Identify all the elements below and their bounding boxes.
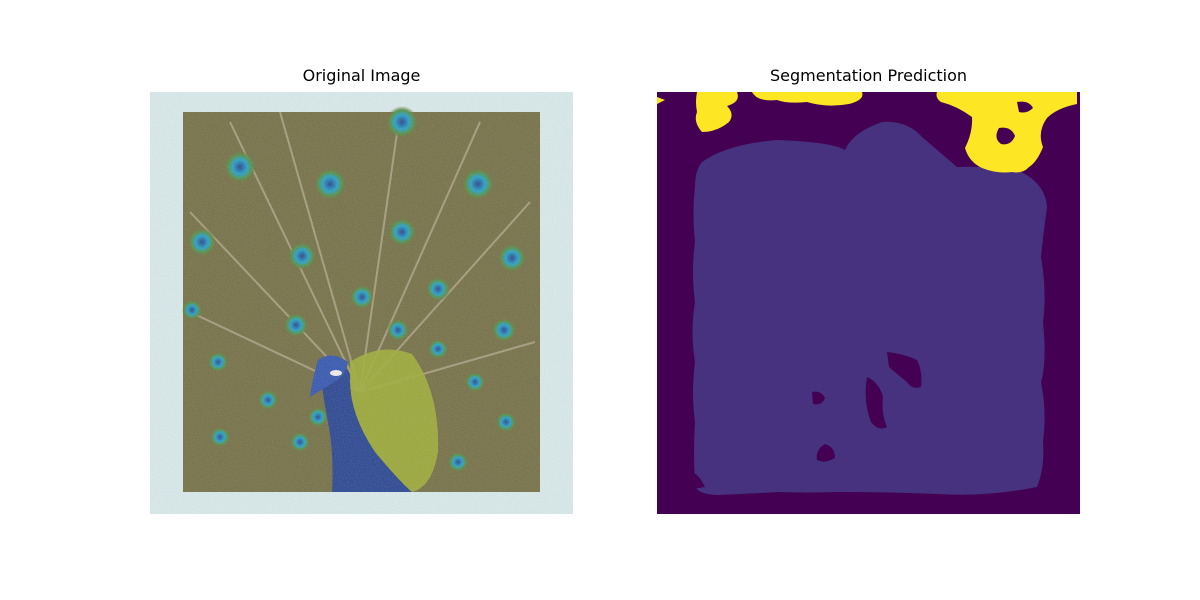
mask-object-region xyxy=(692,121,1047,495)
mask-holes xyxy=(687,352,922,490)
peacock-photo xyxy=(150,92,573,514)
original-image-title: Original Image xyxy=(302,66,421,85)
segmentation-prediction-title: Segmentation Prediction xyxy=(769,66,968,85)
mask-yellow-holes xyxy=(996,101,1033,145)
original-image-panel xyxy=(150,92,573,514)
segmentation-panel xyxy=(657,92,1080,514)
segmentation-mask xyxy=(657,92,1080,514)
